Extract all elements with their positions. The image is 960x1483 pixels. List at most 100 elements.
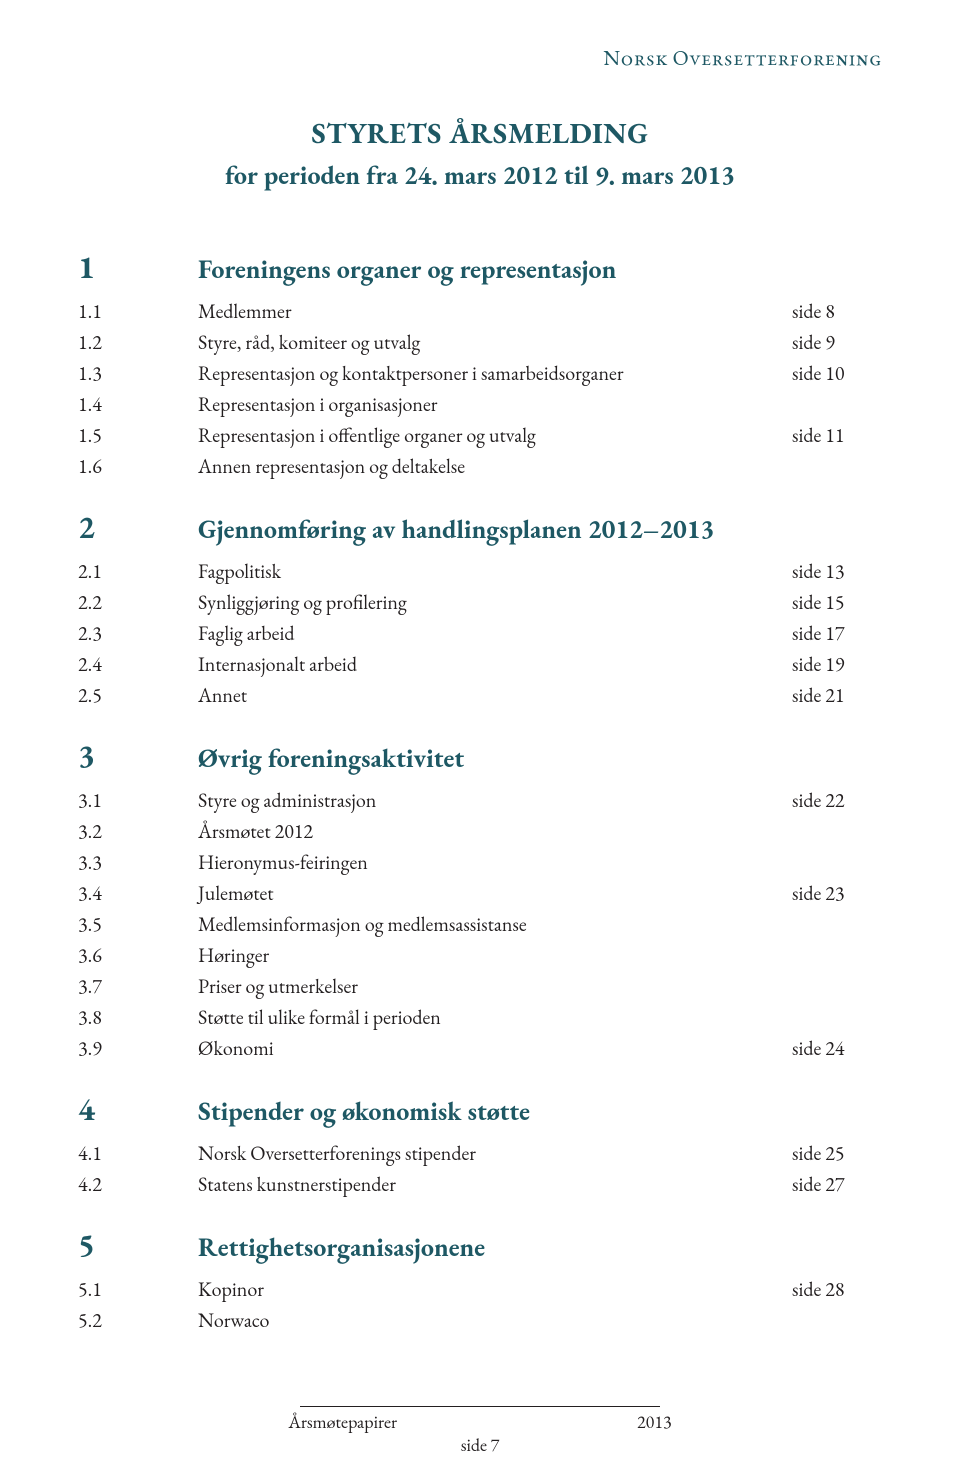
doc-title: STYRETS ÅRSMELDING [78,114,882,152]
toc-entry: 1.1Medlemmerside 8 [78,296,882,327]
toc-section-title: Stipender og økonomisk støtte [198,1094,530,1128]
toc-entry-number: 3.4 [78,878,198,909]
toc-entry-number: 2.2 [78,587,198,618]
toc-section-number: 4 [78,1088,198,1130]
toc-entry-page: side 21 [782,680,882,711]
page-footer: Årsmøtepapirer 2013 side 7 [78,1406,882,1457]
toc-section-number: 1 [78,246,198,288]
toc-entry: 2.2Synliggjøring og profileringside 15 [78,587,882,618]
toc-entry: 4.1Norsk Oversetterforenings stipendersi… [78,1138,882,1169]
toc-entry: 1.6Annen representasjon og deltakelse [78,451,882,482]
toc-entry-label: Representasjon i offentlige organer og u… [198,420,782,451]
toc-entry-label: Støtte til ulike formål i perioden [198,1002,782,1033]
toc-section-title: Gjennomføring av handlingsplanen 2012–20… [198,512,714,546]
toc-entry-label: Medlemmer [198,296,782,327]
toc-entry-label: Synliggjøring og profilering [198,587,782,618]
toc-entry-label: Internasjonalt arbeid [198,649,782,680]
toc-section: 1Foreningens organer og representasjon1.… [78,246,882,482]
toc-section-head: 4Stipender og økonomisk støtte [78,1088,882,1130]
toc-entry: 3.7Priser og utmerkelser [78,971,882,1002]
toc-section: 3Øvrig foreningsaktivitet3.1Styre og adm… [78,735,882,1064]
toc-entry-page: side 19 [782,649,882,680]
toc-entry-number: 1.6 [78,451,198,482]
toc-entry-number: 3.6 [78,940,198,971]
toc-entry-page: side 15 [782,587,882,618]
toc-entry-number: 1.3 [78,358,198,389]
toc-entry: 3.2Årsmøtet 2012 [78,816,882,847]
toc-entry-number: 5.2 [78,1305,198,1336]
table-of-contents: 1Foreningens organer og representasjon1.… [78,246,882,1336]
toc-entry-number: 3.8 [78,1002,198,1033]
toc-entry-page: side 10 [782,358,882,389]
toc-section-number: 3 [78,735,198,777]
toc-entry: 4.2Statens kunstnerstipenderside 27 [78,1169,882,1200]
toc-entry-label: Styre, råd, komiteer og utvalg [198,327,782,358]
footer-rule [300,1406,660,1407]
toc-entry-page: side 22 [782,785,882,816]
toc-entry-label: Annen representasjon og deltakelse [198,451,782,482]
toc-entry: 3.4Julemøtetside 23 [78,878,882,909]
toc-entry: 5.1Kopinorside 28 [78,1274,882,1305]
toc-section: 5Rettighetsorganisasjonene 5.1Kopinorside… [78,1224,882,1336]
toc-entry-label: Medlemsinformasjon og medlemsassistanse [198,909,782,940]
toc-entry: 1.5Representasjon i offentlige organer o… [78,420,882,451]
toc-entry-number: 3.7 [78,971,198,1002]
toc-entry-number: 2.3 [78,618,198,649]
toc-entry: 5.2Norwaco [78,1305,882,1336]
toc-entry: 1.2Styre, råd, komiteer og utvalgside 9 [78,327,882,358]
toc-entry: 3.1Styre og administrasjonside 22 [78,785,882,816]
toc-entry: 2.5Annetside 21 [78,680,882,711]
toc-entry: 2.1Fagpolitiskside 13 [78,556,882,587]
toc-entry: 3.5Medlemsinformasjon og medlemsassistan… [78,909,882,940]
toc-section-number: 2 [78,506,198,548]
toc-entry-page: side 8 [782,296,882,327]
toc-entry-label: Priser og utmerkelser [198,971,782,1002]
toc-entry: 1.3Representasjon og kontaktpersoner i s… [78,358,882,389]
toc-section: 2Gjennomføring av handlingsplanen 2012–2… [78,506,882,711]
toc-entry-number: 1.4 [78,389,198,420]
toc-entry: 3.8Støtte til ulike formål i perioden [78,1002,882,1033]
toc-entry-label: Fagpolitisk [198,556,782,587]
toc-entry-number: 3.3 [78,847,198,878]
toc-entry-page: side 25 [782,1138,882,1169]
toc-entry-label: Norsk Oversetterforenings stipender [198,1138,782,1169]
toc-entry-page: side 17 [782,618,882,649]
toc-entry-label: Høringer [198,940,782,971]
doc-subtitle: for perioden fra 24. mars 2012 til 9. ma… [78,158,882,192]
org-header: Norsk Oversetterforening [78,45,882,72]
toc-entry: 2.3Faglig arbeidside 17 [78,618,882,649]
toc-entry-number: 2.4 [78,649,198,680]
toc-section-head: 3Øvrig foreningsaktivitet [78,735,882,777]
toc-entry-number: 3.5 [78,909,198,940]
toc-section: 4Stipender og økonomisk støtte4.1Norsk O… [78,1088,882,1200]
footer-page: side 7 [78,1434,882,1457]
toc-entry-label: Representasjon i organisasjoner [198,389,782,420]
footer-right: 2013 [637,1411,672,1434]
toc-entry-label: Norwaco [198,1305,782,1336]
toc-entry: 1.4Representasjon i organisasjoner [78,389,882,420]
toc-entry-label: Årsmøtet 2012 [198,816,782,847]
toc-entry-label: Styre og administrasjon [198,785,782,816]
toc-entry-label: Representasjon og kontaktpersoner i sama… [198,358,782,389]
toc-entry-number: 2.1 [78,556,198,587]
toc-entry-page: side 23 [782,878,882,909]
toc-section-head: 5Rettighetsorganisasjonene [78,1224,882,1266]
toc-entry-label: Faglig arbeid [198,618,782,649]
toc-entry-label: Julemøtet [198,878,782,909]
toc-section-title: Rettighetsorganisasjonene [198,1230,485,1264]
toc-section-number: 5 [78,1224,198,1266]
toc-entry-page: side 13 [782,556,882,587]
toc-entry-label: Statens kunstnerstipender [198,1169,782,1200]
footer-left: Årsmøtepapirer [288,1411,397,1434]
toc-entry-number: 3.1 [78,785,198,816]
toc-entry-label: Kopinor [198,1274,782,1305]
toc-entry-page: side 11 [782,420,882,451]
toc-section-head: 2Gjennomføring av handlingsplanen 2012–2… [78,506,882,548]
toc-section-title: Foreningens organer og representasjon [198,252,616,286]
toc-entry-number: 1.5 [78,420,198,451]
toc-entry-label: Hieronymus-feiringen [198,847,782,878]
toc-entry-number: 1.1 [78,296,198,327]
toc-section-head: 1Foreningens organer og representasjon [78,246,882,288]
toc-section-title: Øvrig foreningsaktivitet [198,741,464,775]
toc-entry-number: 4.1 [78,1138,198,1169]
